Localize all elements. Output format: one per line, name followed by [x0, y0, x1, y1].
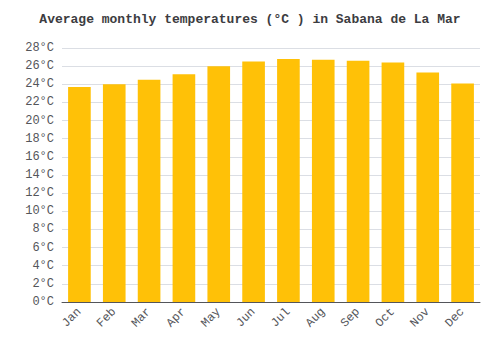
svg-text:Jul: Jul	[268, 305, 293, 330]
svg-text:4°C: 4°C	[32, 259, 54, 273]
svg-text:26°C: 26°C	[25, 59, 54, 73]
svg-text:Sep: Sep	[338, 305, 363, 330]
svg-text:Oct: Oct	[373, 305, 398, 330]
svg-text:Jan: Jan	[59, 305, 84, 330]
svg-text:16°C: 16°C	[25, 150, 54, 164]
svg-text:8°C: 8°C	[32, 222, 54, 236]
svg-text:24°C: 24°C	[25, 77, 54, 91]
svg-text:14°C: 14°C	[25, 168, 54, 182]
svg-text:20°C: 20°C	[25, 114, 54, 128]
svg-text:May: May	[199, 305, 224, 330]
svg-text:2°C: 2°C	[32, 277, 54, 291]
svg-text:0°C: 0°C	[32, 295, 54, 309]
svg-text:6°C: 6°C	[32, 241, 54, 255]
svg-text:12°C: 12°C	[25, 186, 54, 200]
svg-text:28°C: 28°C	[25, 41, 54, 55]
svg-text:Dec: Dec	[442, 305, 467, 330]
svg-text:Mar: Mar	[129, 305, 154, 330]
svg-text:Feb: Feb	[94, 305, 119, 330]
svg-text:Apr: Apr	[164, 305, 189, 330]
svg-text:10°C: 10°C	[25, 204, 54, 218]
svg-text:Aug: Aug	[303, 305, 328, 330]
svg-text:Average monthly temperatures (: Average monthly temperatures (°C ) in Sa…	[39, 12, 460, 27]
svg-text:Jun: Jun	[233, 305, 258, 330]
svg-text:22°C: 22°C	[25, 95, 54, 109]
svg-text:Nov: Nov	[408, 305, 433, 330]
svg-text:18°C: 18°C	[25, 132, 54, 146]
